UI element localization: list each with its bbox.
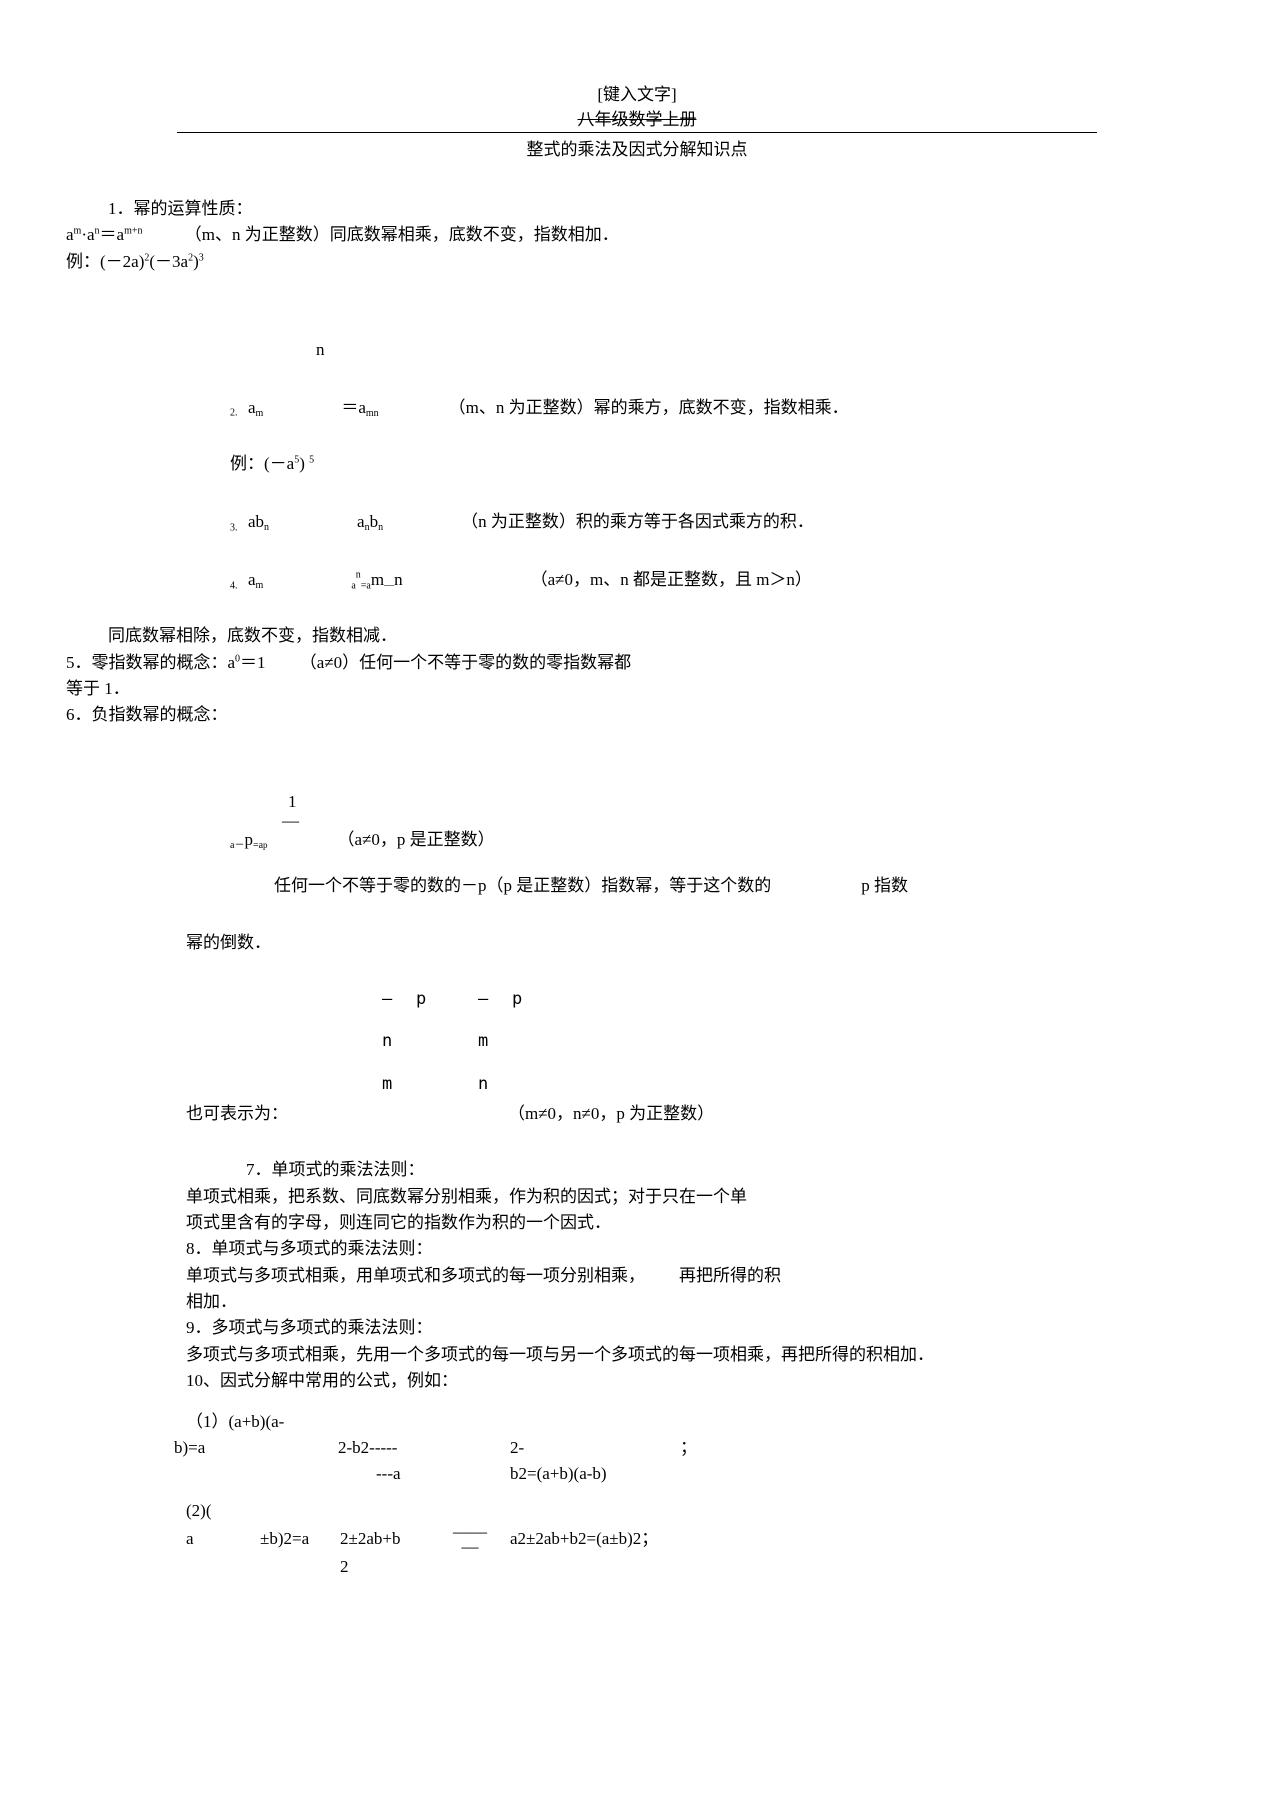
rule1-line: am·an＝am+n （m、n 为正整数）同底数幂相乘，底数不变，指数相加． — [66, 222, 1208, 248]
sec1-heading: 1．幂的运算性质： — [108, 196, 1208, 222]
sec3-desc: （n 为正整数）积的乘方等于各因式乘方的积． — [461, 509, 814, 535]
sec3-lhs: ab — [248, 509, 264, 535]
f2-label: (2)( — [186, 1498, 1208, 1524]
sec6-bar: — — [282, 815, 1208, 827]
sec2-desc: （m、n 为正整数）幂的乘方，底数不变，指数相乘． — [449, 395, 849, 421]
header-placeholder: [键入文字] — [66, 80, 1208, 105]
f1-l2b: 2-b2----- — [338, 1435, 510, 1461]
sec3-lhs-e: n — [264, 520, 269, 536]
sec6-dash: － — [234, 838, 244, 854]
sec4-mid-a: a — [351, 580, 355, 591]
sec9-heading: 9．多项式与多项式的乘法法则： — [186, 1315, 1208, 1341]
sec8-l1b: 再把所得的积 — [679, 1263, 781, 1289]
sec4-mid-n: n — [356, 569, 361, 580]
r1-mn: m+n — [124, 226, 142, 237]
sec2-lhs: a — [248, 395, 256, 421]
frac-m1: m — [478, 1028, 488, 1054]
f2-pm: ±b)2=a — [260, 1526, 340, 1552]
f2-a: a — [186, 1526, 260, 1552]
sec2-ex-mid: ) — [299, 454, 309, 473]
frac-p1: p — [416, 986, 478, 1012]
sec2-lhs-e: m — [256, 406, 264, 422]
sec7-l2: 项式里含有的字母，则连同它的指数作为积的一个因式． — [186, 1210, 1208, 1236]
sec5-cont: 等于 1． — [66, 676, 1208, 702]
sec10-heading: 10、因式分解中常用的公式，例如： — [186, 1368, 1208, 1394]
frac-n2: n — [478, 1071, 488, 1097]
sec4-rhs-n: n — [394, 567, 403, 593]
ex1-label: 例： — [66, 252, 100, 271]
sec8-l2: 相加． — [186, 1289, 1208, 1315]
ex1-line: 例：(－2a)2(－3a2)3 — [66, 249, 1208, 275]
sec4-desc: （a≠0，m、n 都是正整数，且 m＞n） — [531, 567, 812, 593]
sec4-rhs-m: m — [371, 567, 384, 593]
sec4-rhs-dash: — — [384, 578, 394, 594]
sec2-ex: 例：(－a5) 5 — [230, 451, 1208, 477]
f1-l2a: b)=a — [174, 1435, 338, 1461]
header-rule — [177, 132, 1097, 133]
ex1-be2: 3 — [199, 252, 204, 263]
frac-d1: — — [382, 986, 416, 1012]
f1-l2c: 2- — [510, 1435, 680, 1461]
sec4b-text: 同底数幂相除，底数不变，指数相减． — [108, 623, 1208, 649]
f1-l1: (a+b)(a- — [229, 1412, 285, 1431]
frac-m2: m — [382, 1071, 478, 1097]
sec3-rhs-a: a — [357, 509, 365, 535]
frac-cond: （m≠0，n≠0，p 为正整数） — [508, 1101, 714, 1127]
r1-a: a — [66, 225, 74, 244]
sec6-l3: 幂的倒数． — [186, 930, 1208, 956]
sec6-l2b: p 指数 — [861, 873, 908, 899]
sec2-ex-e2: 5 — [309, 455, 314, 466]
sec4-mid-eq: =a — [361, 580, 371, 591]
sec5-line: 5．零指数幂的概念：a0＝1 （a≠0）任何一个不等于零的数的零指数幂都 — [66, 650, 1208, 676]
sec2-num: 2. — [230, 408, 238, 419]
f1-label-line: （1）(a+b)(a- — [186, 1409, 1208, 1435]
sec6-top1: 1 — [288, 789, 1208, 815]
subtitle: 整式的乘法及因式分解知识点 — [66, 135, 1208, 160]
sec2-ex-label: 例： — [230, 454, 264, 473]
frac-label: 也可表示为： — [186, 1101, 288, 1127]
sec3-rhs-b: b — [370, 509, 379, 535]
f2-mid: 2±2ab+b — [340, 1526, 450, 1552]
sec2-top-n: n — [316, 337, 1208, 363]
f1-label: （1） — [186, 1412, 229, 1431]
sec6-heading: 6．负指数幂的概念： — [66, 702, 1208, 728]
sec4-lhs: a — [248, 567, 256, 593]
sec6-l2a: 任何一个不等于零的数的－p（p 是正整数）指数幂，等于这个数的 — [274, 873, 771, 899]
sec6-p: p — [244, 827, 253, 853]
f2-rhs: a2±2ab+b2=(a±b)2； — [510, 1526, 658, 1552]
sec5-prefix: 5．零指数幂的概念：a — [66, 653, 235, 672]
book-title: 八年级数学上册 — [66, 105, 1208, 130]
f1-l3b: b2=(a+b)(a-b) — [510, 1461, 607, 1487]
sec6-p2: p — [263, 839, 268, 853]
frac-d2: — — [478, 986, 512, 1012]
r1-desc: （m、n 为正整数）同底数幂相乘，底数不变，指数相加． — [185, 225, 619, 244]
sec4-lhs-e: m — [256, 578, 264, 594]
sec7-heading: 7．单项式的乘法法则： — [246, 1157, 1208, 1183]
f1-l2d: ； — [680, 1435, 697, 1461]
sec8-l1a: 单项式与多项式相乘，用单项式和多项式的每一项分别相乘， — [186, 1263, 645, 1289]
sec2-eq: ＝a — [341, 395, 366, 421]
sec5-cond: （a≠0）任何一个不等于零的数的零指数幂都 — [300, 653, 631, 672]
sec6-cond: （a≠0，p 是正整数） — [338, 827, 495, 853]
sec8-heading: 8．单项式与多项式的乘法法则： — [186, 1236, 1208, 1262]
frac-n1: n — [382, 1028, 478, 1054]
ex1-a: (－2a) — [100, 252, 144, 271]
frac-p2: p — [512, 986, 522, 1012]
sec3-num: 3. — [230, 522, 238, 533]
sec3-rhs-e2: n — [378, 520, 383, 536]
sec4-num: 4. — [230, 580, 238, 591]
r1-a2: a — [87, 225, 95, 244]
f2-dash-bot: — — [450, 1539, 490, 1554]
sec7-l1: 单项式相乘，把系数、同底数幂分别相乘，作为积的因式；对于只在一个单 — [186, 1184, 1208, 1210]
sec5-mid: ＝1 — [240, 653, 266, 672]
f2-two: 2 — [340, 1554, 1208, 1580]
f1-l3a: ---a — [376, 1461, 510, 1487]
sec9-l1: 多项式与多项式相乘，先用一个多项式的每一项与另一个多项式的每一项相乘，再把所得的… — [186, 1342, 1208, 1368]
r1-eq: ＝a — [100, 225, 125, 244]
sec2-eq-e: mn — [366, 406, 379, 422]
ex1-b: (－3a — [149, 252, 188, 271]
sec2-ex-body: (－a — [264, 454, 294, 473]
